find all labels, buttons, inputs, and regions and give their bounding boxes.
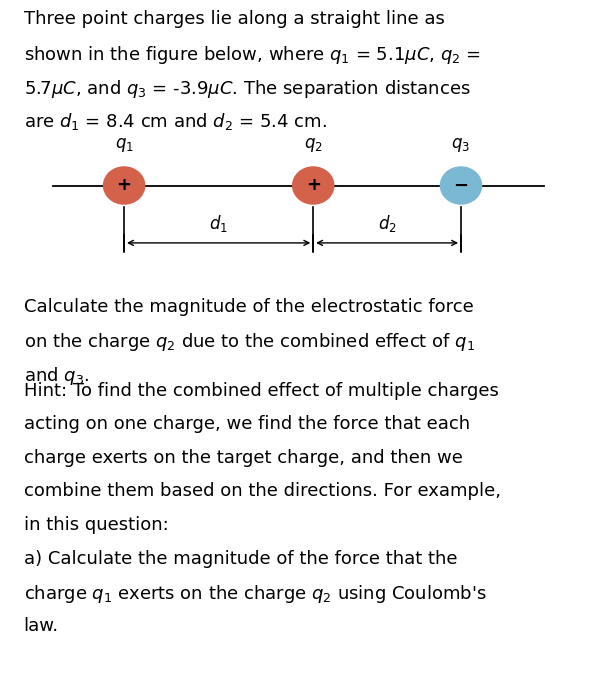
Text: Hint: To find the combined effect of multiple charges: Hint: To find the combined effect of mul… [24, 382, 499, 400]
Text: on the charge $q_2$ due to the combined effect of $q_1$: on the charge $q_2$ due to the combined … [24, 331, 475, 353]
Ellipse shape [440, 167, 482, 204]
Text: combine them based on the directions. For example,: combine them based on the directions. Fo… [24, 482, 501, 500]
Text: Calculate the magnitude of the electrostatic force: Calculate the magnitude of the electrost… [24, 298, 473, 316]
Text: a) Calculate the magnitude of the force that the: a) Calculate the magnitude of the force … [24, 550, 457, 568]
Text: 5.7$\mu$$C$, and $q_3$ = -3.9$\mu$$C$. The separation distances: 5.7$\mu$$C$, and $q_3$ = -3.9$\mu$$C$. T… [24, 78, 470, 99]
Text: +: + [116, 176, 132, 195]
Text: $d_2$: $d_2$ [378, 213, 397, 234]
Ellipse shape [103, 167, 145, 204]
Text: acting on one charge, we find the force that each: acting on one charge, we find the force … [24, 415, 470, 433]
Text: $q_1$: $q_1$ [115, 136, 134, 153]
Text: law.: law. [24, 617, 59, 635]
Text: Three point charges lie along a straight line as: Three point charges lie along a straight… [24, 10, 444, 29]
Text: $d_1$: $d_1$ [209, 213, 228, 234]
Text: are $d_1$ = 8.4 cm and $d_2$ = 5.4 cm.: are $d_1$ = 8.4 cm and $d_2$ = 5.4 cm. [24, 111, 326, 132]
Text: $q_3$: $q_3$ [452, 136, 470, 153]
Text: and $q_3$.: and $q_3$. [24, 365, 89, 386]
Text: charge $q_1$ exerts on the charge $q_2$ using Coulomb's: charge $q_1$ exerts on the charge $q_2$ … [24, 583, 486, 605]
Text: charge exerts on the target charge, and then we: charge exerts on the target charge, and … [24, 449, 463, 467]
Ellipse shape [292, 167, 335, 204]
Text: $q_2$: $q_2$ [304, 136, 323, 153]
Text: in this question:: in this question: [24, 516, 168, 534]
Text: +: + [306, 176, 321, 195]
Text: −: − [453, 176, 469, 195]
Text: shown in the figure below, where $q_1$ = 5.1$\mu$$C$, $q_2$ =: shown in the figure below, where $q_1$ =… [24, 44, 480, 66]
